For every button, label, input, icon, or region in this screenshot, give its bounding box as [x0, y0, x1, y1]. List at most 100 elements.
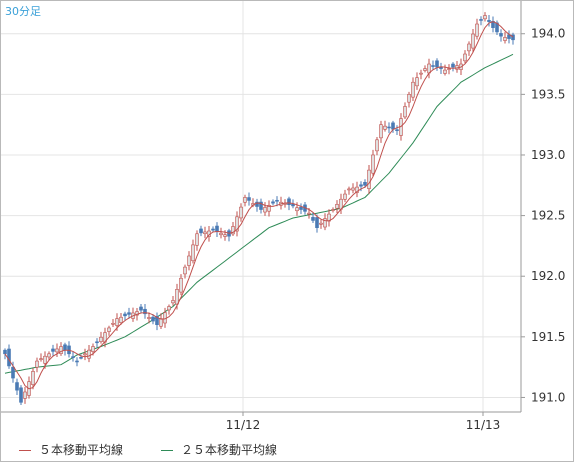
- candle-body: [275, 199, 279, 202]
- y-tick-label: 193.0: [531, 148, 565, 162]
- candle-body: [195, 233, 199, 246]
- candle-body: [407, 94, 411, 103]
- candle-body: [435, 60, 439, 68]
- candle-body: [379, 124, 383, 139]
- candle-body: [267, 204, 271, 212]
- candle-body: [447, 68, 451, 70]
- candle-body: [87, 349, 91, 359]
- candle-body: [107, 327, 111, 332]
- candle-body: [211, 228, 215, 231]
- ma5-line: [4, 21, 514, 390]
- candle-body: [51, 348, 55, 352]
- candle-body: [451, 63, 455, 68]
- candle-body: [335, 204, 339, 209]
- candle-body: [347, 188, 351, 191]
- candle-body: [143, 308, 147, 315]
- candle-body: [127, 312, 131, 315]
- candle-body: [83, 353, 87, 356]
- candle-body: [31, 371, 35, 385]
- candle-body: [223, 234, 227, 237]
- candle-body: [203, 231, 207, 235]
- candle-body: [475, 23, 479, 37]
- candle-body: [259, 201, 263, 210]
- candle-body: [383, 125, 387, 130]
- candle-body: [23, 391, 27, 399]
- candle-body: [271, 201, 275, 204]
- candle-body: [471, 33, 475, 49]
- x-axis-labels: 11/12 11/13: [226, 412, 501, 432]
- candle-body: [151, 316, 155, 322]
- candle-body: [307, 212, 311, 215]
- candle-body: [159, 318, 163, 327]
- candle-body: [11, 366, 15, 379]
- candle-body: [99, 336, 103, 342]
- candle-body: [39, 358, 43, 360]
- legend-ma5-label: ５本移動平均線: [39, 443, 124, 457]
- candle-body: [503, 37, 507, 41]
- candle-body: [287, 198, 291, 205]
- candle-body: [315, 217, 319, 229]
- candle-body: [71, 356, 75, 358]
- candle-body: [395, 129, 399, 132]
- y-tick-label: 191.0: [531, 390, 565, 404]
- candle-body: [323, 218, 327, 228]
- candle-body: [183, 266, 187, 275]
- candle-body: [351, 187, 355, 191]
- x-tick-label: 11/12: [226, 418, 261, 432]
- legend-ma25-label: ２５本移動平均線: [181, 443, 278, 457]
- candle-body: [55, 348, 59, 353]
- legend-ma25: ２５本移動平均線: [161, 441, 277, 458]
- candle-body: [15, 382, 19, 391]
- candle-body: [359, 184, 363, 187]
- candle-body: [463, 53, 467, 62]
- candle-body: [199, 228, 203, 234]
- candle-body: [111, 322, 115, 325]
- candle-body: [311, 217, 315, 221]
- candle-body: [95, 341, 99, 344]
- y-tick-label: 192.0: [531, 269, 565, 283]
- y-tick-label: 191.5: [531, 330, 565, 344]
- candle-body: [191, 244, 195, 262]
- candle-body: [147, 317, 151, 319]
- candle-body: [483, 15, 487, 20]
- candle-body: [123, 313, 127, 317]
- candle-body: [363, 181, 367, 186]
- gridlines: [1, 1, 521, 412]
- candle-body: [343, 193, 347, 200]
- candle-body: [171, 300, 175, 304]
- candle-body: [367, 169, 371, 189]
- candle-body: [243, 197, 247, 203]
- candle-body: [63, 344, 67, 351]
- candle-body: [319, 222, 323, 225]
- candle-body: [403, 106, 407, 118]
- candle-body: [419, 72, 423, 75]
- candle-body: [175, 289, 179, 305]
- candle-body: [187, 255, 191, 266]
- candle-body: [415, 77, 419, 87]
- candle-body: [331, 209, 335, 211]
- candle-body: [75, 360, 79, 363]
- y-tick-label: 194.0: [531, 27, 565, 41]
- candle-body: [235, 216, 239, 232]
- candle-body: [391, 122, 395, 130]
- legend-ma5-swatch: [19, 450, 31, 451]
- candle-body: [135, 311, 139, 316]
- legend-ma5: ５本移動平均線: [19, 441, 123, 458]
- y-tick-label: 193.5: [531, 87, 565, 101]
- candle-body: [411, 81, 415, 98]
- candle-body: [291, 203, 295, 207]
- candle-body: [139, 306, 143, 311]
- candle-body: [247, 197, 251, 201]
- candle-body: [35, 360, 39, 368]
- x-tick-label: 11/13: [466, 418, 501, 432]
- candle-body: [59, 346, 63, 354]
- candles: [3, 12, 515, 406]
- candle-body: [167, 306, 171, 311]
- candle-body: [423, 68, 427, 71]
- candle-body: [299, 206, 303, 210]
- candle-body: [431, 65, 435, 67]
- candle-body: [115, 318, 119, 326]
- candle-body: [355, 186, 359, 193]
- candle-body: [479, 19, 483, 21]
